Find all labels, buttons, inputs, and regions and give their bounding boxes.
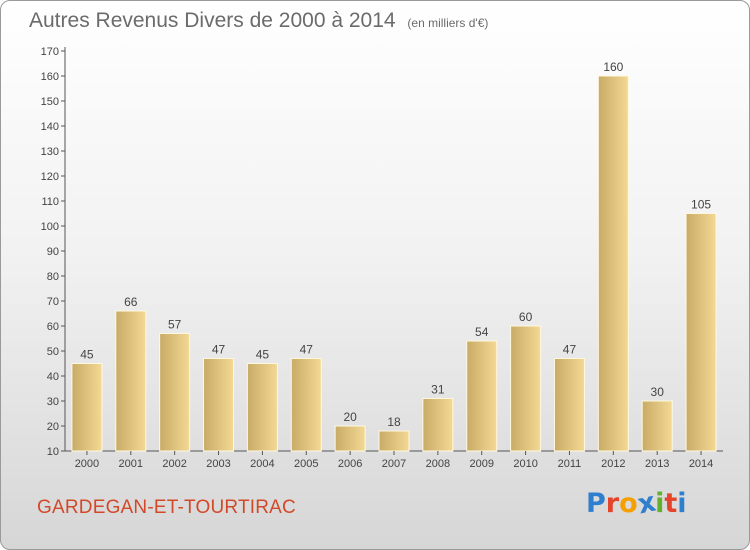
x-tick-label: 2014 — [689, 458, 713, 470]
y-tick-label: 80 — [47, 271, 59, 283]
city-name: GARDEGAN-ET-TOURTIRAC — [37, 497, 296, 518]
bar-2001 — [115, 310, 147, 452]
bar-value-label: 30 — [651, 385, 665, 399]
x-tick-label: 2007 — [382, 458, 406, 470]
bar-value-label: 47 — [212, 343, 226, 357]
x-tick-label: 2006 — [338, 458, 362, 470]
y-tick-label: 70 — [47, 296, 59, 308]
bar-2014 — [685, 213, 717, 452]
bar-value-label: 31 — [431, 383, 445, 397]
x-tick-label: 2008 — [426, 458, 450, 470]
x-tick-label: 2012 — [601, 458, 625, 470]
chart-title-main: Autres Revenus Divers de 2000 à 2014 — [29, 9, 396, 32]
x-tick-label: 2005 — [294, 458, 318, 470]
bar-value-label: 60 — [519, 310, 533, 324]
x-tick-label: 2011 — [558, 458, 582, 470]
bar-2006 — [334, 425, 366, 452]
bar-value-label: 160 — [603, 60, 623, 74]
x-tick-label: 2010 — [513, 458, 537, 470]
y-tick-label: 50 — [47, 346, 59, 358]
y-tick-label: 60 — [47, 321, 59, 333]
logo-letter: i — [655, 488, 665, 519]
bar-value-label: 105 — [691, 198, 711, 212]
bar-2005 — [290, 358, 322, 452]
logo-letter: P — [586, 488, 606, 519]
y-tick-label: 30 — [47, 396, 59, 408]
y-tick-label: 100 — [41, 221, 59, 233]
chart-title: Autres Revenus Divers de 2000 à 2014 (en… — [29, 9, 488, 33]
x-tick-label: 2002 — [162, 458, 186, 470]
y-tick-label: 40 — [47, 371, 59, 383]
y-tick-label: 120 — [41, 171, 59, 183]
bar-value-label: 18 — [387, 415, 401, 429]
bar-value-label: 66 — [124, 295, 138, 309]
logo-letter: o — [619, 488, 638, 519]
y-tick-label: 160 — [41, 71, 59, 83]
y-tick-label: 10 — [47, 446, 59, 458]
bar-value-label: 47 — [300, 343, 314, 357]
bar-2007 — [378, 430, 410, 452]
bar-value-label: 20 — [343, 410, 357, 424]
logo-letter: r — [605, 488, 620, 519]
x-tick-label: 2009 — [469, 458, 493, 470]
y-tick-label: 150 — [41, 96, 59, 108]
x-tick-label: 2003 — [206, 458, 230, 470]
x-tick-label: 2004 — [250, 458, 274, 470]
bar-2008 — [422, 398, 454, 452]
x-tick-label: 2013 — [645, 458, 669, 470]
bar-value-label: 47 — [563, 343, 577, 357]
bar-2011 — [553, 358, 585, 452]
bar-2013 — [641, 400, 673, 452]
y-tick-label: 20 — [47, 421, 59, 433]
bar-2010 — [510, 325, 542, 452]
bar-2003 — [203, 358, 235, 452]
logo-letter: t — [664, 488, 678, 519]
y-tick-label: 170 — [41, 46, 59, 58]
chart-title-unit: (en milliers d'€) — [407, 16, 489, 30]
y-tick-label: 140 — [41, 121, 59, 133]
x-tick-label: 2001 — [119, 458, 143, 470]
logo-letter: i — [677, 488, 687, 519]
y-tick-label: 130 — [41, 146, 59, 158]
bar-2004 — [246, 363, 278, 452]
proxiti-logo: Proxiti — [586, 487, 687, 521]
bar-value-label: 54 — [475, 325, 489, 339]
y-tick-label: 110 — [41, 196, 59, 208]
y-tick-label: 90 — [47, 246, 59, 258]
bar-2012 — [597, 75, 629, 452]
bar-value-label: 45 — [256, 348, 270, 362]
bar-2000 — [71, 363, 103, 452]
bar-value-label: 57 — [168, 318, 182, 332]
bar-value-label: 45 — [80, 348, 94, 362]
bar-2009 — [466, 340, 498, 452]
x-tick-label: 2000 — [75, 458, 99, 470]
bar-2002 — [159, 333, 191, 452]
